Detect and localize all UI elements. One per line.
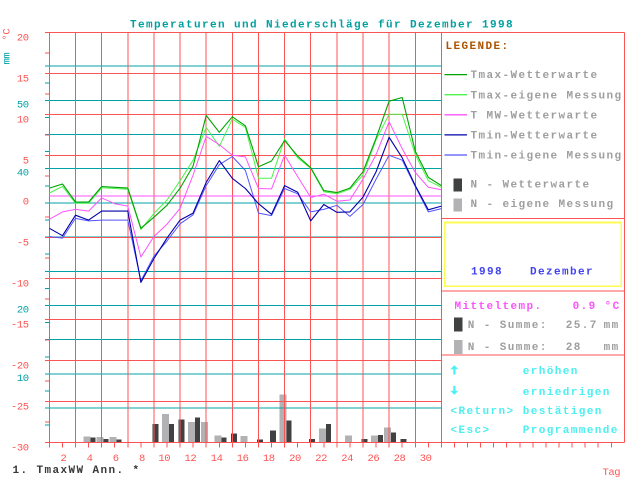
svg-text:1. TmaxWW Ann. *: 1. TmaxWW Ann. * — [13, 465, 141, 477]
svg-text:12: 12 — [184, 453, 196, 465]
svg-text:N - Summe:: N - Summe: — [468, 342, 548, 354]
svg-text:50: 50 — [17, 99, 29, 111]
svg-text:°C: °C — [2, 29, 14, 41]
svg-text:24: 24 — [341, 453, 353, 465]
svg-text:25.7: 25.7 — [566, 320, 598, 332]
svg-text:26: 26 — [367, 453, 379, 465]
svg-text:10: 10 — [158, 453, 170, 465]
svg-text:Programmende: Programmende — [523, 425, 619, 437]
svg-text:erhöhen: erhöhen — [523, 366, 579, 378]
svg-text:20: 20 — [17, 33, 29, 45]
svg-text:Mitteltemp.: Mitteltemp. — [455, 301, 543, 313]
svg-text:<Esc>: <Esc> — [451, 425, 491, 437]
svg-text:erniedrigen: erniedrigen — [523, 387, 611, 399]
svg-text:18: 18 — [263, 453, 275, 465]
svg-text:bestätigen: bestätigen — [523, 406, 603, 418]
svg-text:<Return>: <Return> — [451, 406, 515, 418]
svg-text:20: 20 — [17, 305, 29, 317]
svg-text:40: 40 — [17, 168, 29, 180]
svg-text:mm: mm — [2, 53, 14, 65]
svg-text:28: 28 — [394, 453, 406, 465]
svg-text:5: 5 — [23, 156, 29, 168]
svg-text:-15: -15 — [11, 320, 29, 332]
svg-text:2: 2 — [61, 453, 67, 465]
svg-text:22: 22 — [315, 453, 327, 465]
svg-text:mm: mm — [604, 342, 620, 354]
svg-text:Tmin-Wetterwarte: Tmin-Wetterwarte — [471, 131, 599, 143]
svg-text:-20: -20 — [11, 361, 29, 373]
svg-text:Tmin-eigene Messung: Tmin-eigene Messung — [471, 151, 623, 163]
svg-text:28: 28 — [566, 342, 582, 354]
svg-text:N - eigene Messung: N - eigene Messung — [471, 199, 615, 211]
svg-text:-10: -10 — [11, 279, 29, 291]
svg-text:6: 6 — [113, 453, 119, 465]
svg-text:8: 8 — [139, 453, 145, 465]
svg-text:Tmax-Wetterwarte: Tmax-Wetterwarte — [471, 70, 599, 82]
svg-text:14: 14 — [211, 453, 223, 465]
svg-text:Tag: Tag — [603, 467, 621, 479]
svg-text:1998: 1998 — [471, 266, 503, 278]
svg-text:10: 10 — [17, 115, 29, 127]
svg-text:-25: -25 — [11, 402, 29, 414]
svg-text:-5: -5 — [17, 238, 29, 250]
svg-text:N - Summe:: N - Summe: — [468, 320, 548, 332]
svg-text:Dezember: Dezember — [530, 266, 594, 278]
svg-text:10: 10 — [17, 373, 29, 385]
svg-text:15: 15 — [17, 74, 29, 86]
svg-text:mm: mm — [604, 320, 620, 332]
svg-text:N - Wetterwarte: N - Wetterwarte — [471, 179, 591, 191]
svg-text:Tmax-eigene Messung: Tmax-eigene Messung — [471, 90, 623, 102]
svg-text:0: 0 — [23, 197, 29, 209]
svg-text:LEGENDE:: LEGENDE: — [446, 41, 510, 53]
svg-text:T MW-Wetterwarte: T MW-Wetterwarte — [471, 110, 599, 122]
svg-text:0.9 °C: 0.9 °C — [573, 301, 621, 313]
svg-text:30: 30 — [420, 453, 432, 465]
svg-text:16: 16 — [237, 453, 249, 465]
svg-text:20: 20 — [289, 453, 301, 465]
svg-text:-30: -30 — [11, 443, 29, 455]
svg-text:Temperaturen und Niederschläge: Temperaturen und Niederschläge für Dezem… — [130, 19, 514, 31]
svg-text:4: 4 — [87, 453, 93, 465]
